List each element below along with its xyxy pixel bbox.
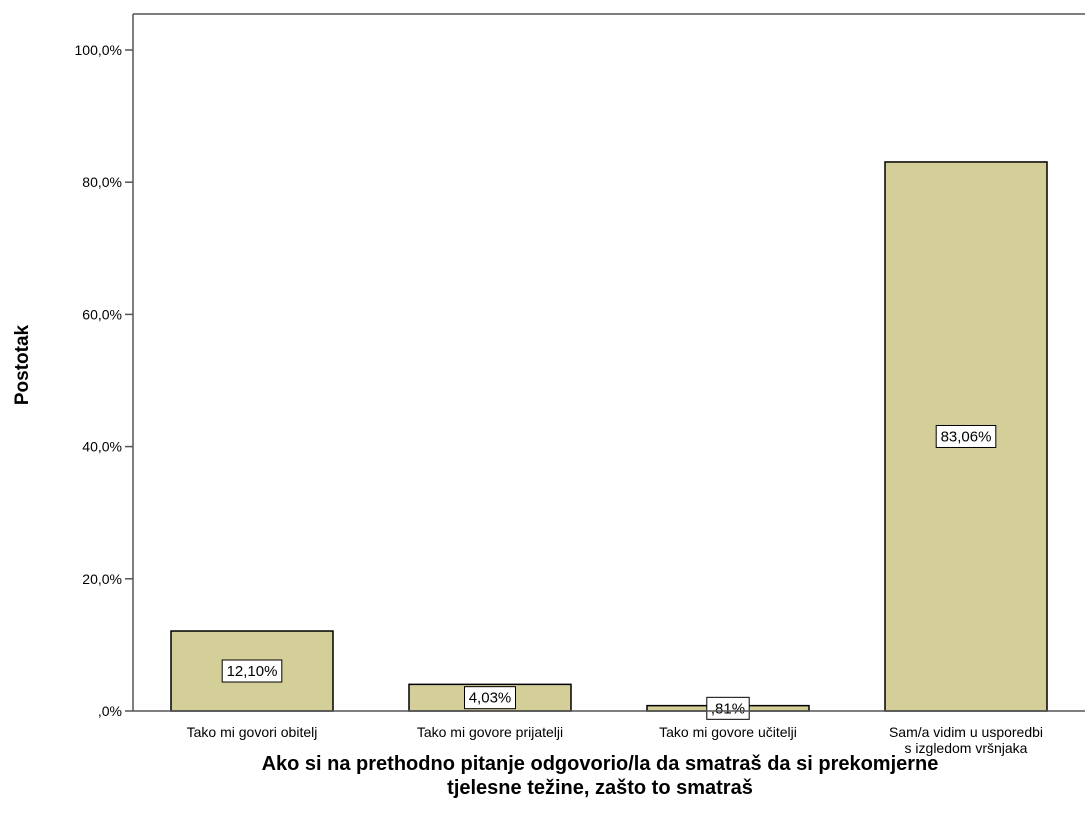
- y-tick-label: 80,0%: [82, 174, 122, 190]
- data-label: 83,06%: [941, 428, 992, 445]
- data-label: ,81%: [711, 700, 745, 717]
- x-tick-label: s izgledom vršnjaka: [905, 740, 1028, 756]
- y-tick-label: 20,0%: [82, 571, 122, 587]
- data-label-box: [221, 659, 283, 683]
- x-tick-label: Tako mi govori obitelj: [187, 724, 318, 740]
- y-tick-label: 60,0%: [82, 306, 122, 322]
- x-tick-label: Tako mi govore prijatelji: [417, 724, 563, 740]
- data-label-box: [706, 696, 750, 720]
- x-tick-label: Sam/a vidim u usporedbi: [889, 724, 1043, 740]
- y-tick-label: 40,0%: [82, 439, 122, 455]
- y-tick-label: ,0%: [98, 703, 122, 719]
- data-label-box: [935, 424, 997, 448]
- x-axis-title: Ako si na prethodno pitanje odgovorio/la…: [261, 753, 939, 799]
- y-tick-label: 100,0%: [75, 42, 122, 58]
- y-axis-title: Postotak: [12, 324, 33, 405]
- x-tick-label: Tako mi govore učitelji: [659, 724, 797, 740]
- data-label: 4,03%: [469, 690, 512, 707]
- data-label-box: [464, 686, 516, 710]
- data-label: 12,10%: [227, 663, 278, 680]
